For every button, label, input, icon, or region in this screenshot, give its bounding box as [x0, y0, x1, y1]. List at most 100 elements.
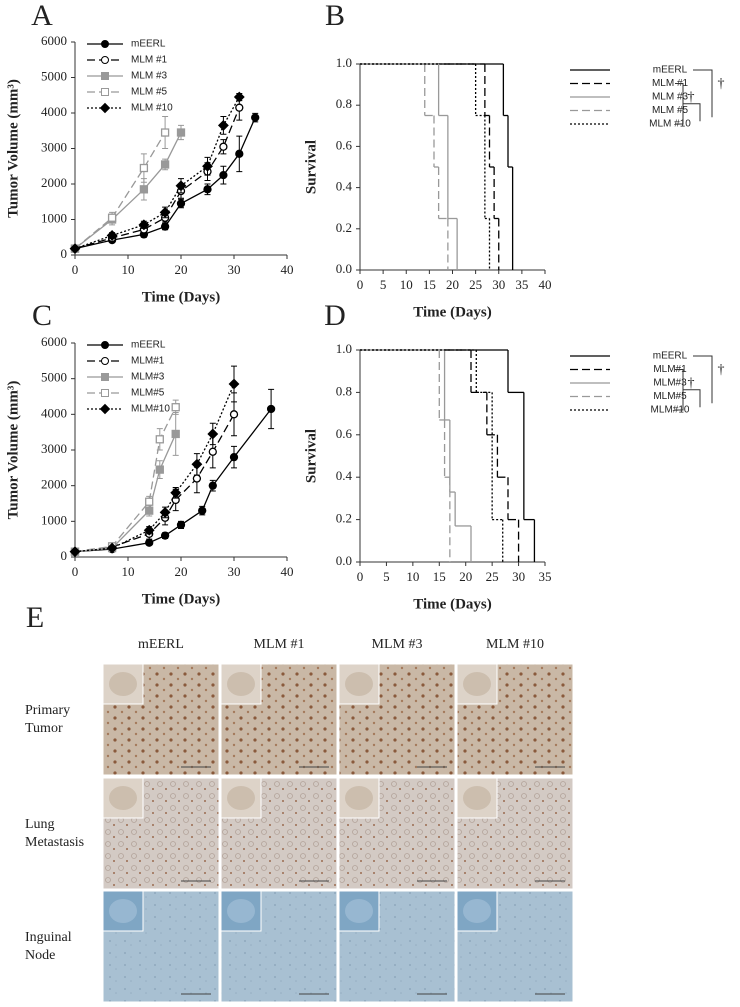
data-point [160, 128, 170, 137]
data-point [175, 180, 187, 192]
data-point [139, 185, 149, 194]
data-point [171, 403, 180, 412]
series-line [74, 96, 240, 250]
legend-label: MLM #1 [131, 55, 168, 66]
data-point [106, 230, 118, 241]
data-point [217, 120, 229, 131]
data-point [69, 546, 81, 558]
data-point [69, 243, 81, 255]
series-line [74, 406, 177, 553]
legend-label: MLM#1 [131, 356, 165, 367]
x-tick-label: 15 [423, 277, 436, 292]
series-line [74, 433, 177, 553]
legend-label: MLM #10 [649, 119, 691, 130]
data-point [160, 160, 170, 169]
x-tick-label: 10 [400, 277, 413, 292]
row-label: Metastasis [25, 835, 84, 850]
data-point [219, 142, 228, 151]
x-tick-label: 20 [446, 277, 459, 292]
legend-label: MLM #5 [131, 87, 168, 98]
inset-tissue [463, 899, 491, 923]
x-tick-label: 0 [357, 277, 364, 292]
y-tick-label: 4000 [41, 104, 67, 119]
data-point [138, 219, 150, 231]
significance: † [718, 76, 725, 91]
data-point [266, 404, 276, 414]
bracket [683, 355, 713, 408]
y-tick-label: 0 [61, 548, 68, 563]
y-tick-label: 0.2 [336, 220, 352, 235]
legend-marker [101, 56, 109, 64]
y-axis-title: Survival [303, 429, 319, 483]
legend-label: MLM#3 [653, 378, 687, 389]
x-tick-label: 25 [486, 569, 499, 584]
inset-tissue [345, 672, 373, 696]
data-point [171, 429, 180, 439]
y-tick-label: 4000 [41, 405, 67, 420]
legend-label: MLM#10 [651, 405, 690, 416]
data-point [202, 160, 213, 172]
data-point [251, 113, 260, 122]
legend-marker [101, 72, 109, 80]
y-tick-label: 0.2 [336, 511, 352, 526]
x-tick-label: 0 [72, 564, 79, 579]
panel-label: B [325, 0, 345, 32]
y-tick-label: 5000 [41, 370, 67, 385]
y-tick-label: 3000 [41, 139, 67, 154]
data-point [139, 163, 149, 173]
x-tick-label: 20 [459, 569, 472, 584]
legend-label: mEERL [131, 39, 166, 50]
data-point [159, 506, 171, 518]
x-tick-label: 5 [380, 277, 387, 292]
data-point [145, 538, 154, 547]
y-tick-label: 1000 [41, 210, 67, 225]
column-header: MLM #3 [372, 637, 423, 652]
inset-tissue [345, 899, 373, 923]
y-tick-label: 6000 [41, 33, 67, 48]
series-line [74, 107, 240, 250]
x-tick-label: 35 [515, 277, 528, 292]
y-tick-label: 5000 [41, 68, 67, 83]
column-header: MLM #1 [254, 637, 305, 652]
panel-label: A [31, 0, 53, 32]
inset-tissue [109, 899, 137, 923]
y-tick-label: 3000 [41, 441, 67, 456]
x-tick-label: 20 [175, 262, 188, 277]
panel-label: E [26, 601, 44, 634]
y-tick-label: 1000 [41, 512, 67, 527]
y-tick-label: 0.8 [336, 96, 352, 111]
legend-marker [101, 341, 109, 349]
data-point [208, 481, 217, 490]
legend-label: mEERL [653, 351, 688, 362]
row-label: Inguinal [25, 930, 72, 945]
data-point [170, 487, 182, 499]
data-point [106, 542, 118, 554]
row-label: Lung [25, 817, 55, 832]
legend-marker [99, 102, 111, 114]
legend-label: MLM #3 [131, 71, 168, 82]
column-header: mEERL [138, 637, 184, 652]
row-label: Tumor [25, 721, 63, 736]
data-point [228, 378, 240, 390]
legend-label: MLM#3 [131, 372, 165, 383]
x-tick-label: 10 [406, 569, 419, 584]
inset-tissue [227, 899, 255, 923]
y-tick-label: 0.4 [336, 468, 353, 483]
data-point [143, 524, 155, 536]
data-point [155, 465, 164, 474]
legend-marker [101, 389, 109, 397]
x-tick-label: 40 [281, 262, 294, 277]
x-tick-label: 0 [72, 262, 79, 277]
significance: † [718, 362, 725, 377]
y-tick-label: 1.0 [336, 55, 352, 70]
data-point [176, 128, 186, 137]
legend-label: mEERL [653, 65, 688, 76]
x-tick-label: 40 [281, 564, 294, 579]
series-line [74, 132, 166, 250]
y-axis-title: Tumor Volume (mm³) [5, 79, 21, 218]
data-point [160, 222, 170, 231]
panel-label: C [32, 299, 52, 332]
panel-label: D [324, 299, 346, 332]
y-tick-label: 6000 [41, 334, 67, 349]
